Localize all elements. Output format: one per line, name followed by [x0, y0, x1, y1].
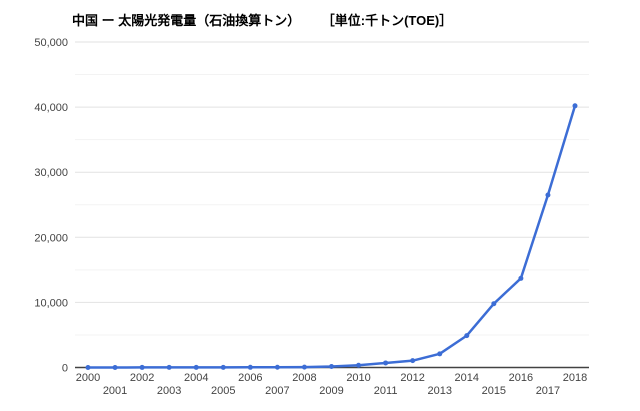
y-tick-label: 0 — [62, 363, 68, 375]
y-tick-label: 40,000 — [34, 102, 68, 114]
x-tick-label: 2014 — [455, 372, 479, 384]
data-point[interactable] — [274, 364, 280, 370]
x-tick-label: 2012 — [400, 372, 424, 384]
data-point[interactable] — [437, 351, 443, 357]
data-point[interactable] — [247, 364, 253, 370]
data-point[interactable] — [112, 365, 118, 370]
y-tick-label: 50,000 — [34, 37, 68, 49]
x-tick-label: 2016 — [509, 372, 533, 384]
x-tick-label: 2001 — [103, 385, 127, 397]
chart-title-row: 中国 ー 太陽光発電量（石油換算トン） ［単位:千トン(TOE)］ — [72, 10, 452, 29]
data-point[interactable] — [166, 364, 172, 370]
chart-title: 中国 ー 太陽光発電量（石油換算トン） — [72, 13, 301, 28]
data-point[interactable] — [464, 333, 470, 339]
data-point[interactable] — [410, 358, 416, 364]
x-tick-label: 2017 — [536, 385, 560, 397]
data-point[interactable] — [329, 364, 334, 370]
x-tick-label: 2006 — [238, 372, 262, 384]
x-tick-label: 2008 — [292, 372, 316, 384]
x-tick-label: 2015 — [482, 385, 506, 397]
x-tick-label: 2004 — [184, 372, 208, 384]
x-tick-label: 2011 — [374, 385, 398, 397]
data-point[interactable] — [85, 365, 91, 370]
x-tick-label: 2000 — [76, 372, 100, 384]
data-point[interactable] — [139, 364, 145, 370]
y-tick-label: 20,000 — [34, 232, 68, 244]
x-tick-label: 2007 — [265, 385, 289, 397]
x-tick-label: 2002 — [130, 372, 154, 384]
x-tick-label: 2010 — [346, 372, 370, 384]
data-point[interactable] — [518, 275, 524, 281]
y-tick-label: 30,000 — [34, 167, 68, 179]
x-tick-label: 2009 — [319, 385, 343, 397]
x-tick-label: 2018 — [563, 372, 587, 384]
x-tick-label: 2003 — [157, 385, 181, 397]
x-tick-label: 2013 — [427, 385, 451, 397]
data-point[interactable] — [545, 192, 551, 198]
x-tick-label: 2005 — [211, 385, 235, 397]
data-point[interactable] — [383, 360, 389, 366]
series-line — [86, 104, 577, 369]
data-point[interactable] — [356, 362, 362, 368]
data-point[interactable] — [220, 364, 226, 370]
chart-unit-label: ［単位:千トン(TOE)］ — [328, 13, 453, 28]
data-point[interactable] — [491, 301, 497, 307]
data-point[interactable] — [572, 103, 578, 109]
data-point[interactable] — [193, 364, 199, 370]
data-point[interactable] — [301, 364, 307, 370]
y-tick-label: 10,000 — [34, 297, 68, 309]
